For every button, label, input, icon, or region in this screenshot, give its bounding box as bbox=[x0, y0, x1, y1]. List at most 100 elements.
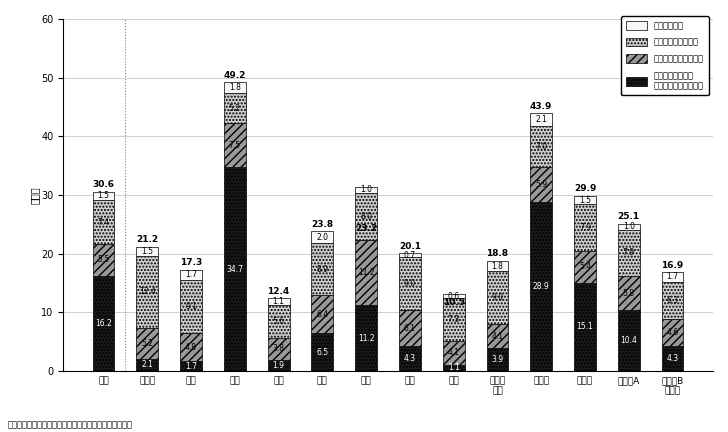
Text: 15.1: 15.1 bbox=[577, 322, 593, 331]
Text: 12.4: 12.4 bbox=[139, 287, 156, 296]
Bar bbox=[268, 360, 290, 371]
Bar bbox=[399, 257, 421, 310]
Bar bbox=[486, 261, 508, 271]
Text: 34.7: 34.7 bbox=[226, 265, 243, 274]
Text: 7.0: 7.0 bbox=[535, 142, 547, 151]
Bar bbox=[574, 196, 596, 204]
Bar bbox=[574, 251, 596, 283]
Bar bbox=[136, 247, 158, 255]
Bar bbox=[530, 167, 552, 201]
Bar bbox=[268, 305, 290, 338]
Bar bbox=[530, 126, 552, 167]
Y-axis label: （％）: （％） bbox=[30, 186, 39, 204]
Text: 25.1: 25.1 bbox=[617, 213, 640, 222]
Bar bbox=[443, 298, 464, 340]
Bar bbox=[312, 333, 333, 371]
Text: 9.0: 9.0 bbox=[491, 293, 504, 302]
Bar bbox=[268, 338, 290, 360]
Bar bbox=[618, 310, 640, 371]
Text: 2.1: 2.1 bbox=[141, 360, 153, 369]
Text: 1.5: 1.5 bbox=[579, 196, 591, 205]
Bar bbox=[92, 200, 114, 244]
Bar bbox=[312, 295, 333, 333]
Text: 10.4: 10.4 bbox=[620, 336, 637, 345]
Text: 4.1: 4.1 bbox=[448, 348, 459, 357]
Text: 23.2: 23.2 bbox=[355, 224, 377, 232]
Bar bbox=[574, 204, 596, 251]
Text: 20.1: 20.1 bbox=[399, 242, 421, 251]
Text: 5.2: 5.2 bbox=[141, 339, 154, 348]
Text: 23.8: 23.8 bbox=[312, 220, 333, 229]
Bar bbox=[530, 114, 552, 126]
Bar bbox=[662, 272, 684, 282]
Text: 2.0: 2.0 bbox=[317, 233, 328, 242]
Text: 6.4: 6.4 bbox=[316, 310, 328, 319]
Text: 1.0: 1.0 bbox=[622, 222, 635, 231]
Text: 4.3: 4.3 bbox=[666, 354, 678, 363]
Bar bbox=[312, 243, 333, 295]
Text: 1.8: 1.8 bbox=[229, 83, 241, 92]
Bar bbox=[224, 168, 246, 371]
Text: 1.8: 1.8 bbox=[491, 262, 503, 270]
Bar bbox=[355, 305, 377, 371]
Text: 4.6: 4.6 bbox=[666, 328, 678, 337]
Text: 0.6: 0.6 bbox=[448, 292, 460, 301]
Text: 1.7: 1.7 bbox=[185, 270, 197, 279]
Text: 1.5: 1.5 bbox=[141, 247, 154, 256]
Bar bbox=[662, 282, 684, 319]
Bar bbox=[180, 270, 202, 280]
Text: 3.9: 3.9 bbox=[491, 355, 504, 364]
Text: 8.9: 8.9 bbox=[317, 265, 328, 274]
Bar bbox=[443, 340, 464, 365]
Bar bbox=[92, 244, 114, 276]
Bar bbox=[92, 191, 114, 200]
Text: 18.8: 18.8 bbox=[486, 249, 508, 258]
Text: 43.9: 43.9 bbox=[530, 102, 553, 111]
Bar bbox=[180, 280, 202, 333]
Bar bbox=[136, 328, 158, 359]
Text: 1.1: 1.1 bbox=[273, 297, 285, 306]
Bar bbox=[268, 299, 290, 305]
Text: 17.3: 17.3 bbox=[180, 258, 202, 267]
Text: 5.2: 5.2 bbox=[229, 104, 241, 113]
Text: 5.4: 5.4 bbox=[579, 262, 591, 271]
Text: 9.1: 9.1 bbox=[185, 302, 197, 311]
Text: 28.9: 28.9 bbox=[533, 282, 550, 291]
Text: 6.1: 6.1 bbox=[404, 324, 416, 333]
Bar bbox=[530, 201, 552, 371]
Bar bbox=[662, 319, 684, 346]
Text: 注）　太字は電子マネーを利用した世帯員がいる割合。: 注） 太字は電子マネーを利用した世帯員がいる割合。 bbox=[7, 421, 132, 430]
Bar bbox=[136, 359, 158, 371]
Bar bbox=[224, 93, 246, 124]
Text: 12.4: 12.4 bbox=[267, 287, 290, 296]
Bar bbox=[355, 187, 377, 193]
Text: 4.1: 4.1 bbox=[491, 332, 504, 341]
Text: 5.9: 5.9 bbox=[535, 180, 547, 189]
Text: 1.5: 1.5 bbox=[98, 191, 109, 200]
Bar bbox=[618, 276, 640, 310]
Text: 5.8: 5.8 bbox=[622, 289, 635, 298]
Text: 4.8: 4.8 bbox=[185, 343, 197, 352]
Text: 3.8: 3.8 bbox=[272, 344, 285, 353]
Text: 4.3: 4.3 bbox=[404, 354, 416, 363]
Bar bbox=[662, 346, 684, 371]
Bar bbox=[486, 271, 508, 324]
Bar bbox=[92, 276, 114, 371]
Text: 16.2: 16.2 bbox=[95, 319, 112, 328]
Bar bbox=[399, 253, 421, 257]
Text: 1.0: 1.0 bbox=[360, 185, 372, 194]
Text: 1.1: 1.1 bbox=[448, 363, 459, 372]
Text: 1.7: 1.7 bbox=[667, 273, 678, 281]
Bar bbox=[136, 255, 158, 328]
Text: 0.7: 0.7 bbox=[404, 251, 416, 260]
Text: 1.9: 1.9 bbox=[272, 361, 285, 370]
Text: 11.2: 11.2 bbox=[358, 268, 374, 277]
Bar bbox=[443, 294, 464, 298]
Text: 6.3: 6.3 bbox=[666, 296, 678, 305]
Text: 7.4: 7.4 bbox=[98, 218, 110, 226]
Bar bbox=[355, 193, 377, 240]
Text: 7.9: 7.9 bbox=[622, 248, 635, 257]
Bar bbox=[618, 224, 640, 230]
Bar bbox=[399, 310, 421, 346]
Text: 1.7: 1.7 bbox=[185, 362, 197, 371]
